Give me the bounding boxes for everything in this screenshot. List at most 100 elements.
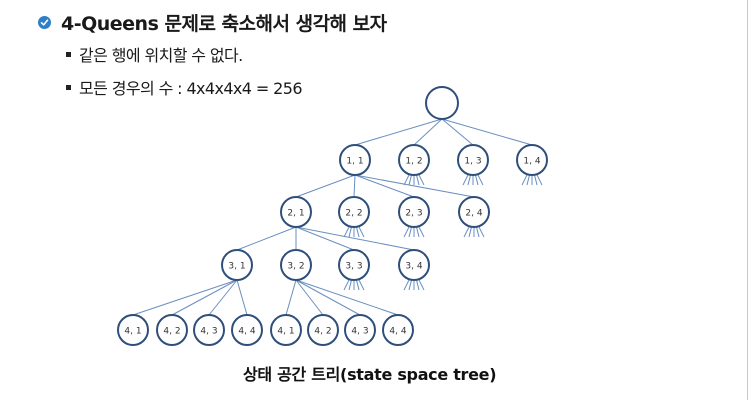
tree-node-circle	[398, 144, 430, 176]
tree-node-circle	[344, 314, 376, 346]
tree-node-label: 4, 1	[124, 327, 141, 337]
bullet-item: 모든 경우의 수 : 4x4x4x4 = 256	[66, 75, 303, 99]
tree-edge	[171, 279, 238, 316]
tree-node-level3: 3, 3	[338, 249, 370, 281]
tree-node-circle	[458, 196, 490, 228]
tree-node-label: 3, 3	[345, 262, 362, 272]
bullet-text: 같은 행에 위치할 수 없다.	[79, 46, 243, 65]
tree-stub-edge	[408, 279, 412, 291]
tree-edge	[295, 226, 355, 251]
tree-node-level2: 2, 1	[280, 196, 312, 228]
tree-node-level1: 1, 2	[398, 144, 430, 176]
tree-stub-edge	[478, 226, 485, 238]
tree-node-circle	[398, 196, 430, 228]
tree-edge	[236, 279, 248, 316]
tree-edge	[353, 174, 356, 198]
tree-edge	[441, 118, 533, 146]
tree-node-label: 1, 1	[346, 157, 363, 167]
tree-node-level3: 3, 2	[280, 249, 312, 281]
tree-node-label: 4, 3	[351, 327, 368, 337]
bullet-item: 같은 행에 위치할 수 없다.	[66, 42, 243, 66]
tree-caption: 상태 공간 트리(state space tree)	[243, 365, 497, 384]
tree-edge	[441, 118, 474, 146]
tree-node-level4: 4, 1	[270, 314, 302, 346]
bullet-text: 모든 경우의 수 : 4x4x4x4 = 256	[79, 79, 303, 98]
tree-node-circle	[425, 86, 459, 120]
tree-stub-edge	[476, 226, 480, 238]
tree-node-level1: 1, 3	[457, 144, 489, 176]
tree-edge	[295, 174, 356, 198]
tree-edge	[354, 174, 415, 198]
tree-stub-edge	[403, 226, 410, 238]
tree-stub-edge	[534, 174, 538, 186]
tree-stub-edge	[416, 174, 420, 186]
tree-node-level4: 4, 4	[382, 314, 414, 346]
tree-stub-edge	[462, 174, 469, 186]
tree-node-label: 4, 4	[389, 327, 406, 337]
tree-edge	[208, 279, 238, 316]
tree-node-circle	[156, 314, 188, 346]
tree-edge	[285, 279, 297, 316]
tree-stub-edge	[356, 226, 360, 238]
tree-stub-edge	[416, 226, 420, 238]
tree-stub-edge	[343, 279, 350, 291]
bullet-square-icon	[66, 51, 71, 57]
tree-edge	[295, 226, 415, 251]
tree-node-circle	[280, 249, 312, 281]
tree-edge	[132, 279, 238, 316]
tree-stub-edge	[403, 279, 410, 291]
tree-stub-edge	[416, 279, 420, 291]
tree-edge	[295, 279, 324, 316]
heading-title: 4-Queens 문제로 축소해서 생각해 보자	[61, 13, 387, 35]
tree-node-label: 2, 3	[405, 209, 422, 219]
tree-node-circle	[270, 314, 302, 346]
tree-node-label: 2, 4	[465, 209, 482, 219]
tree-node-circle	[117, 314, 149, 346]
tree-stub-edge	[536, 174, 543, 186]
tree-stub-edge	[477, 174, 484, 186]
tree-stub-edge	[358, 226, 365, 238]
tree-node-circle	[516, 144, 548, 176]
tree-node-label: 4, 2	[163, 327, 180, 337]
tree-node-label: 1, 3	[464, 157, 481, 167]
tree-stub-edge	[463, 226, 470, 238]
tree-stub-edge	[475, 174, 479, 186]
tree-node-level1: 1, 1	[339, 144, 371, 176]
tree-node-level3: 3, 4	[398, 249, 430, 281]
tree-node-circle	[231, 314, 263, 346]
tree-edge	[236, 226, 297, 251]
tree-node-circle	[382, 314, 414, 346]
tree-node-circle	[338, 249, 370, 281]
tree-edge	[295, 279, 361, 316]
heading: 4-Queens 문제로 축소해서 생각해 보자	[38, 9, 387, 36]
bullet-square-icon	[66, 84, 71, 90]
tree-stub-edge	[348, 226, 352, 238]
tree-stub-edge	[418, 226, 425, 238]
tree-stub-edge	[343, 226, 350, 238]
tree-stub-edge	[468, 226, 472, 238]
tree-stub-edge	[408, 174, 412, 186]
tree-node-level4: 4, 3	[344, 314, 376, 346]
check-circle-icon	[38, 16, 51, 29]
tree-node-label: 1, 4	[523, 157, 540, 167]
tree-stub-edge	[348, 279, 352, 291]
tree-stub-edge	[418, 174, 425, 186]
tree-edge	[295, 279, 399, 316]
tree-node-level2: 2, 4	[458, 196, 490, 228]
tree-node-label: 3, 2	[287, 262, 304, 272]
tree-node-level4: 4, 2	[307, 314, 339, 346]
tree-node-level4: 4, 1	[117, 314, 149, 346]
tree-node-level2: 2, 2	[338, 196, 370, 228]
tree-node-circle	[280, 196, 312, 228]
tree-stub-edge	[418, 279, 425, 291]
tree-edge	[413, 118, 443, 146]
tree-stub-edge	[403, 174, 410, 186]
tree-node-level4: 4, 4	[231, 314, 263, 346]
tree-node-level3: 3, 1	[221, 249, 253, 281]
tree-node-circle	[398, 249, 430, 281]
tree-stub-edge	[358, 279, 365, 291]
tree-stub-edge	[521, 174, 528, 186]
tree-node-level1: 1, 4	[516, 144, 548, 176]
